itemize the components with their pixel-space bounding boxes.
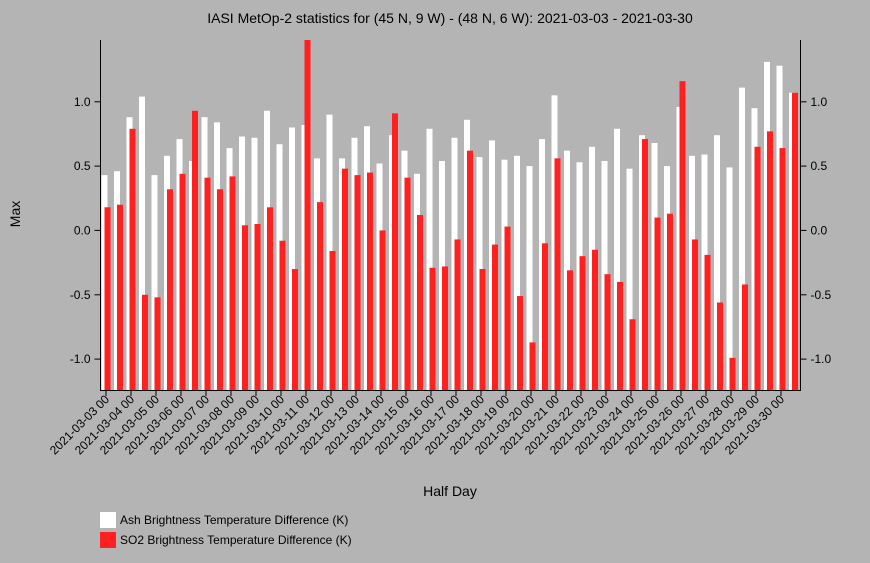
- bar-so2: [104, 207, 111, 390]
- bar-ash: [139, 96, 145, 391]
- bar-so2: [592, 249, 598, 390]
- bar-so2: [292, 269, 298, 390]
- bar-so2: [467, 150, 473, 390]
- bar-so2: [304, 40, 311, 390]
- bar-so2: [454, 239, 461, 390]
- bar-so2: [429, 267, 436, 390]
- bar-so2: [554, 158, 561, 390]
- y-tick-label-right: 1.0: [811, 95, 828, 109]
- bar-ash: [289, 127, 295, 390]
- bar-ash: [739, 87, 745, 391]
- bar-so2: [579, 256, 586, 390]
- legend: Ash Brightness Temperature Difference (K…: [100, 512, 352, 548]
- bar-so2: [179, 173, 186, 390]
- bar-so2: [617, 281, 623, 390]
- bar-so2: [217, 189, 223, 390]
- bar-so2: [729, 357, 736, 390]
- y-axis-label: Max: [7, 201, 23, 227]
- legend-swatch-so2: [100, 532, 116, 548]
- bar-so2: [367, 172, 373, 390]
- bar-so2: [404, 177, 411, 390]
- y-tick-label-left: 0.5: [74, 159, 91, 173]
- bar-so2: [704, 254, 711, 390]
- bar-so2: [192, 110, 198, 391]
- bar-so2: [567, 270, 573, 390]
- bar-so2: [129, 128, 136, 391]
- bar-ash: [151, 175, 158, 390]
- bar-so2: [517, 296, 523, 390]
- bar-so2: [642, 139, 648, 390]
- y-tick-label-left: -1.0: [70, 352, 91, 366]
- bar-so2: [142, 294, 148, 390]
- bar-so2: [417, 215, 423, 390]
- bar-so2: [692, 239, 698, 390]
- legend-label-so2: SO2 Brightness Temperature Difference (K…: [120, 533, 352, 547]
- bar-so2: [242, 225, 248, 390]
- bar-so2: [667, 213, 673, 390]
- bar-ash: [714, 135, 720, 390]
- bar-so2: [742, 284, 748, 390]
- bar-so2: [492, 244, 498, 390]
- y-tick-label-left: 1.0: [74, 95, 91, 109]
- bar-ash: [614, 128, 620, 391]
- legend-label-ash: Ash Brightness Temperature Difference (K…: [120, 513, 348, 527]
- bar-so2: [529, 342, 536, 390]
- bar-so2: [154, 297, 161, 390]
- legend-swatch-ash: [100, 512, 116, 528]
- bar-so2: [354, 175, 361, 390]
- bar-ash: [426, 128, 433, 391]
- bar-so2: [604, 274, 611, 390]
- bar-so2: [167, 189, 173, 390]
- bar-ash: [526, 166, 533, 390]
- bar-so2: [679, 81, 686, 391]
- bar-so2: [792, 92, 798, 390]
- bar-so2: [767, 131, 773, 391]
- bar-so2: [442, 266, 448, 390]
- bar-so2: [392, 113, 398, 390]
- chart-title: IASI MetOp-2 statistics for (45 N, 9 W) …: [207, 10, 693, 26]
- y-tick-label-left: -0.5: [70, 288, 91, 302]
- bar-so2: [654, 217, 661, 390]
- bar-so2: [317, 202, 323, 390]
- bar-ash: [626, 168, 633, 390]
- bar-so2: [117, 204, 123, 390]
- x-axis-label: Half Day: [423, 483, 477, 499]
- bar-so2: [329, 251, 336, 390]
- y-tick-label-right: 0.5: [811, 159, 828, 173]
- bar-so2: [717, 302, 723, 390]
- y-tick-label-right: 0.0: [811, 223, 828, 237]
- bar-so2: [279, 240, 286, 390]
- bar-so2: [267, 207, 273, 390]
- bar-so2: [629, 319, 636, 390]
- bar-so2: [504, 226, 511, 390]
- y-tick-label-left: 0.0: [74, 223, 91, 237]
- bar-so2: [754, 146, 761, 390]
- y-tick-label-right: -1.0: [811, 352, 832, 366]
- bar-so2: [229, 176, 236, 390]
- bar-so2: [204, 177, 211, 390]
- bar-so2: [542, 243, 548, 390]
- bar-so2: [479, 269, 486, 390]
- y-tick-label-right: -0.5: [811, 288, 832, 302]
- bar-so2: [779, 148, 786, 390]
- bar-so2: [254, 224, 261, 390]
- y-ticks: -1.0 -1.0 -0.5 -0.5 0.0 0.0 0.5 0.5 1.0 1.0: [70, 95, 832, 366]
- bar-so2: [379, 230, 386, 390]
- bar-ash: [726, 167, 733, 390]
- bars: [101, 40, 798, 391]
- bar-so2: [342, 168, 348, 390]
- bar-ash: [514, 155, 520, 390]
